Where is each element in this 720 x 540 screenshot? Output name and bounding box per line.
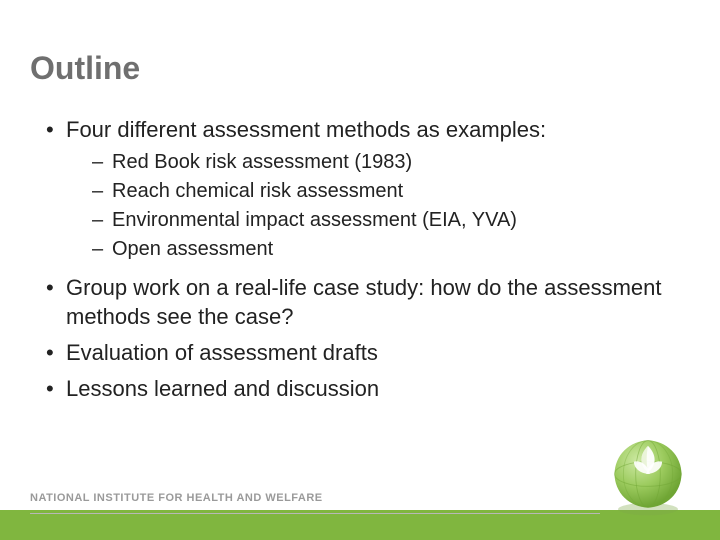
sub-bullet-item: Environmental impact assessment (EIA, YV… <box>92 207 690 234</box>
globe-icon <box>604 430 692 518</box>
bullet-text: Group work on a real-life case study: ho… <box>66 275 662 330</box>
sub-bullet-text: Open assessment <box>112 238 273 260</box>
bullet-item: Four different assessment methods as exa… <box>46 115 690 263</box>
bullet-item: Group work on a real-life case study: ho… <box>46 273 690 332</box>
slide: Outline Four different assessment method… <box>0 0 720 540</box>
bullet-item: Lessons learned and discussion <box>46 374 690 404</box>
sub-bullet-list: Red Book risk assessment (1983) Reach ch… <box>66 149 690 263</box>
sub-bullet-text: Red Book risk assessment (1983) <box>112 151 412 173</box>
bullet-text: Evaluation of assessment drafts <box>66 340 378 365</box>
bullet-list: Four different assessment methods as exa… <box>30 115 690 403</box>
sub-bullet-text: Environmental impact assessment (EIA, YV… <box>112 209 517 231</box>
bullet-text: Lessons learned and discussion <box>66 376 379 401</box>
bullet-text: Four different assessment methods as exa… <box>66 117 546 142</box>
slide-title: Outline <box>30 50 690 87</box>
sub-bullet-item: Red Book risk assessment (1983) <box>92 149 690 176</box>
sub-bullet-text: Reach chemical risk assessment <box>112 180 403 202</box>
bullet-item: Evaluation of assessment drafts <box>46 338 690 368</box>
sub-bullet-item: Open assessment <box>92 236 690 263</box>
divider-line <box>30 513 600 514</box>
sub-bullet-item: Reach chemical risk assessment <box>92 178 690 205</box>
